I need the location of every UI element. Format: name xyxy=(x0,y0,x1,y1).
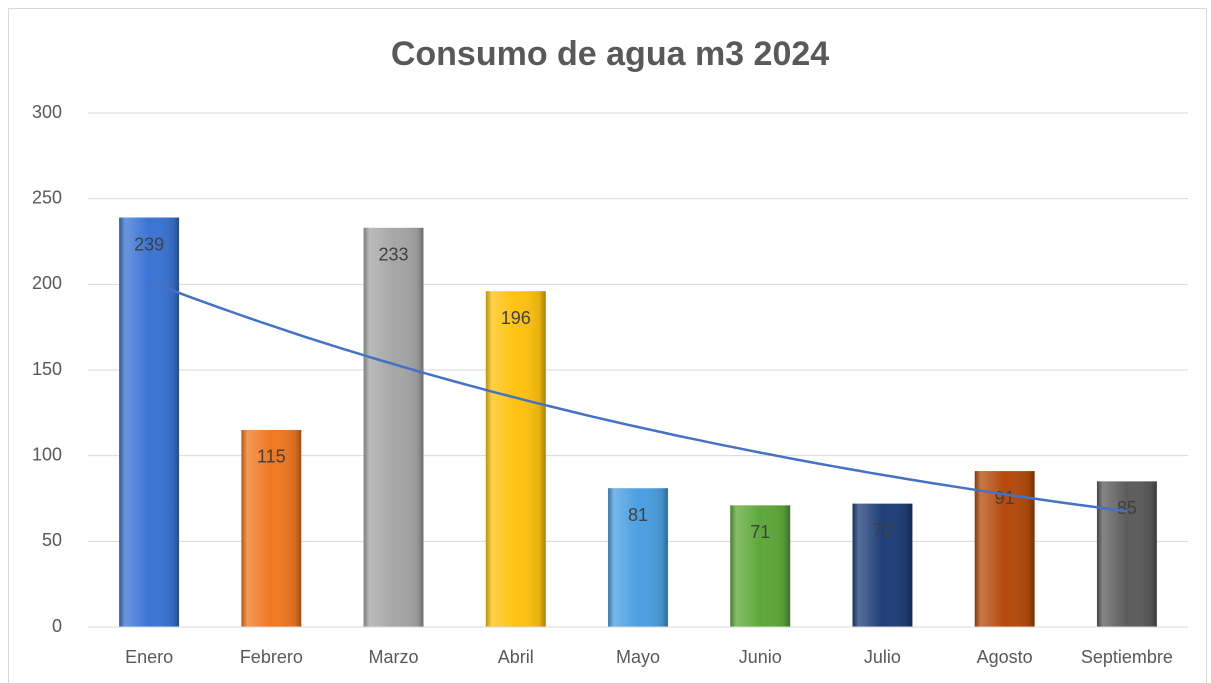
bar-shade xyxy=(852,503,913,627)
x-tick-label: Junio xyxy=(739,647,782,667)
y-tick-label: 0 xyxy=(52,616,62,636)
x-tick-label: Enero xyxy=(125,647,173,667)
bar-shade xyxy=(608,488,668,627)
y-tick-label: 150 xyxy=(32,359,62,379)
y-tick-label: 250 xyxy=(32,187,62,207)
y-tick-label: 200 xyxy=(32,273,62,293)
x-tick-label: Julio xyxy=(864,647,901,667)
x-tick-label: Marzo xyxy=(369,647,419,667)
data-label: 72 xyxy=(872,520,892,540)
data-label: 71 xyxy=(750,522,770,542)
bar-shade xyxy=(363,227,424,627)
data-label: 196 xyxy=(501,308,531,328)
y-tick-label: 300 xyxy=(32,102,62,122)
bar-shade xyxy=(1096,481,1157,627)
trendline xyxy=(148,280,1128,513)
y-tick-label: 100 xyxy=(32,444,62,464)
bar-shade xyxy=(485,291,546,627)
x-tick-label: Agosto xyxy=(977,647,1033,667)
data-label: 233 xyxy=(379,245,409,265)
y-tick-label: 50 xyxy=(42,530,62,550)
bar-shade xyxy=(119,217,180,627)
x-tick-label: Septiembre xyxy=(1081,647,1173,667)
x-tick-label: Febrero xyxy=(240,647,303,667)
chart-title: Consumo de agua m3 2024 xyxy=(391,35,829,73)
data-label: 91 xyxy=(995,488,1015,508)
data-label: 85 xyxy=(1117,498,1137,518)
bar-shade xyxy=(241,429,302,627)
bar-shade xyxy=(730,505,791,627)
x-tick-label: Mayo xyxy=(616,647,660,667)
data-label: 115 xyxy=(257,447,286,467)
x-tick-label: Abril xyxy=(498,647,534,667)
data-label: 239 xyxy=(134,234,164,254)
data-label: 81 xyxy=(628,505,648,525)
